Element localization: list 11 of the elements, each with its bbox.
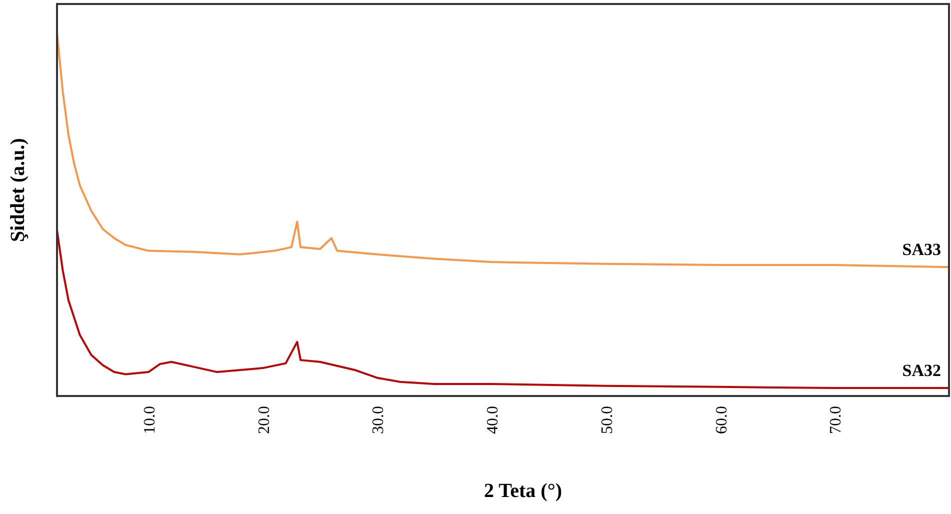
x-tick-label: 50.0 (598, 406, 616, 434)
x-tick-label: 60.0 (713, 406, 730, 434)
series-label: SA33 (902, 240, 941, 260)
series-label: SA32 (902, 361, 941, 380)
y-axis-title: Şiddet (a.u.) (7, 138, 29, 242)
x-tick-label: 30.0 (370, 406, 388, 434)
x-tick-label: 40.0 (484, 406, 502, 434)
x-tick-label: 70.0 (828, 406, 845, 434)
x-tick-label: 10.0 (141, 406, 158, 434)
x-axis-title: 2 Teta (°) (484, 480, 562, 502)
x-tick-label: 20.0 (256, 406, 273, 434)
